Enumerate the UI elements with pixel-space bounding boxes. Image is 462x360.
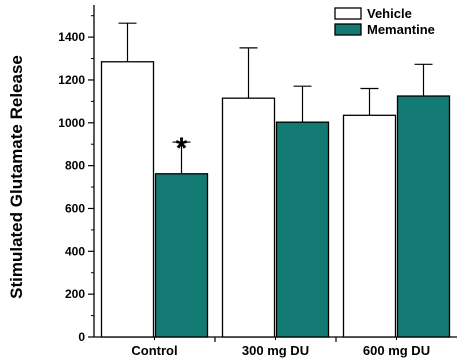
y-tick-label-600: 600	[65, 201, 85, 215]
y-tick-label-400: 400	[65, 244, 85, 258]
category-label-2: 600 mg DU	[363, 343, 430, 358]
y-tick-label-1400: 1400	[58, 30, 85, 44]
category-label-1: 300 mg DU	[242, 343, 309, 358]
bar-vehicle-0	[100, 61, 155, 338]
plot-area: 0 200 400 600 800 1000 1200 1400 Control * 300 mg …	[58, 5, 457, 358]
legend-label-memantine: Memantine	[367, 22, 435, 37]
y-tick-label-1200: 1200	[58, 73, 85, 87]
bar-memantine-0	[154, 173, 209, 338]
bar-memantine-2	[396, 95, 451, 338]
y-tick-label-200: 200	[65, 287, 85, 301]
y-tick-label-1000: 1000	[58, 116, 85, 130]
legend-swatch-memantine	[334, 23, 362, 36]
bar-vehicle-2	[342, 114, 397, 338]
y-axis-label: Stimulated Glutamate Release	[7, 55, 26, 299]
legend-label-vehicle: Vehicle	[367, 6, 412, 21]
y-tick-label-0: 0	[78, 330, 85, 344]
category-label-0: Control	[131, 343, 177, 358]
legend-swatch-vehicle	[334, 7, 362, 20]
y-tick-label-800: 800	[65, 159, 85, 173]
bar-vehicle-1	[221, 97, 276, 338]
bar-memantine-1	[275, 121, 330, 338]
significance-asterisk: *	[176, 132, 188, 165]
